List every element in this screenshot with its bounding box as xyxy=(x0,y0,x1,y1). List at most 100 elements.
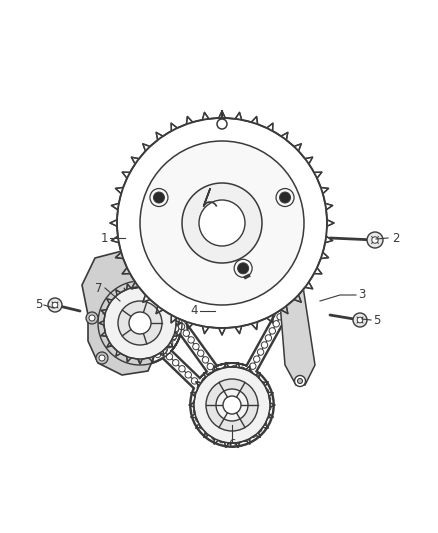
Circle shape xyxy=(108,298,114,305)
Circle shape xyxy=(196,416,202,422)
Circle shape xyxy=(203,123,209,130)
Circle shape xyxy=(139,356,145,362)
Circle shape xyxy=(250,431,256,438)
Circle shape xyxy=(255,128,261,135)
Circle shape xyxy=(120,288,126,295)
Circle shape xyxy=(161,346,167,353)
Circle shape xyxy=(193,314,199,321)
Circle shape xyxy=(147,153,153,159)
Circle shape xyxy=(258,381,265,387)
Circle shape xyxy=(216,318,223,324)
Circle shape xyxy=(307,176,313,183)
Circle shape xyxy=(127,285,134,292)
Circle shape xyxy=(240,316,247,322)
Circle shape xyxy=(136,272,142,279)
Circle shape xyxy=(164,301,170,307)
Circle shape xyxy=(230,366,237,372)
Circle shape xyxy=(353,313,367,327)
Circle shape xyxy=(276,140,283,147)
Circle shape xyxy=(240,124,246,131)
Circle shape xyxy=(208,373,214,379)
Circle shape xyxy=(265,335,272,341)
Text: 3: 3 xyxy=(358,288,365,302)
Circle shape xyxy=(256,311,262,317)
Circle shape xyxy=(285,300,291,306)
Circle shape xyxy=(160,348,166,354)
Circle shape xyxy=(173,360,179,366)
Circle shape xyxy=(193,408,200,415)
Circle shape xyxy=(149,284,156,290)
Circle shape xyxy=(187,127,194,133)
Circle shape xyxy=(198,384,204,390)
Text: 2: 2 xyxy=(392,231,399,245)
Circle shape xyxy=(151,150,157,156)
Circle shape xyxy=(294,376,305,386)
Polygon shape xyxy=(82,251,162,375)
Circle shape xyxy=(154,290,161,296)
Circle shape xyxy=(140,141,304,305)
Text: 5: 5 xyxy=(35,298,42,311)
Circle shape xyxy=(164,303,170,310)
Text: 7: 7 xyxy=(95,281,103,295)
Circle shape xyxy=(121,222,127,228)
Circle shape xyxy=(273,321,279,327)
Circle shape xyxy=(200,124,206,130)
Circle shape xyxy=(293,157,300,163)
Circle shape xyxy=(281,306,287,313)
Circle shape xyxy=(212,370,218,376)
Circle shape xyxy=(151,290,158,297)
Circle shape xyxy=(133,260,139,266)
Circle shape xyxy=(235,123,241,130)
Circle shape xyxy=(285,147,291,154)
Circle shape xyxy=(178,309,184,315)
Circle shape xyxy=(113,293,120,299)
Circle shape xyxy=(172,311,178,317)
Circle shape xyxy=(311,255,317,261)
Circle shape xyxy=(269,136,276,142)
Circle shape xyxy=(253,375,259,382)
Circle shape xyxy=(283,294,290,300)
Circle shape xyxy=(191,378,198,384)
Circle shape xyxy=(102,329,109,336)
Circle shape xyxy=(145,156,152,162)
Circle shape xyxy=(262,132,268,139)
Circle shape xyxy=(151,287,158,293)
Circle shape xyxy=(194,392,201,399)
Circle shape xyxy=(116,117,328,329)
Circle shape xyxy=(101,321,107,328)
Circle shape xyxy=(314,195,320,201)
Circle shape xyxy=(193,400,199,407)
Circle shape xyxy=(135,168,142,175)
Circle shape xyxy=(166,353,173,360)
Circle shape xyxy=(289,293,295,299)
Circle shape xyxy=(164,296,170,303)
Circle shape xyxy=(199,200,245,246)
Circle shape xyxy=(121,230,128,236)
Circle shape xyxy=(317,215,323,222)
Circle shape xyxy=(121,214,127,220)
Circle shape xyxy=(173,325,179,332)
Circle shape xyxy=(223,366,229,373)
Circle shape xyxy=(316,235,322,241)
Circle shape xyxy=(198,350,204,357)
Circle shape xyxy=(307,262,314,269)
Circle shape xyxy=(155,351,161,358)
Circle shape xyxy=(123,353,130,359)
Circle shape xyxy=(269,328,276,334)
Circle shape xyxy=(104,306,110,312)
Circle shape xyxy=(124,243,130,249)
Circle shape xyxy=(141,279,147,285)
Circle shape xyxy=(140,161,146,168)
Circle shape xyxy=(217,119,227,129)
Circle shape xyxy=(316,231,322,238)
Circle shape xyxy=(290,153,297,159)
Circle shape xyxy=(105,337,112,344)
Text: 4: 4 xyxy=(191,304,198,318)
Circle shape xyxy=(313,191,319,198)
Circle shape xyxy=(145,277,151,283)
Circle shape xyxy=(290,279,294,284)
Circle shape xyxy=(178,324,185,330)
Circle shape xyxy=(215,369,221,375)
Circle shape xyxy=(104,287,176,359)
Circle shape xyxy=(99,355,105,361)
